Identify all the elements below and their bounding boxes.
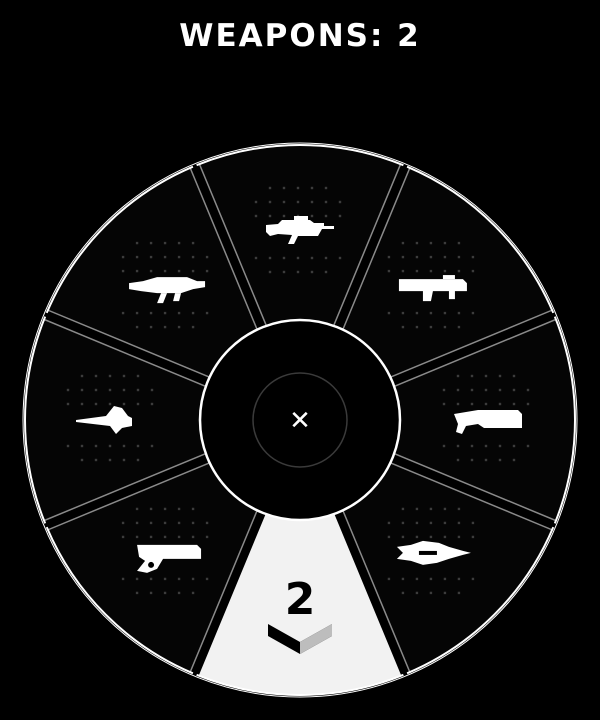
selected-slot-count: 2 bbox=[285, 574, 316, 625]
shotgun-icon bbox=[454, 410, 522, 434]
slot-dot-grid bbox=[121, 507, 209, 595]
slot-rim bbox=[406, 165, 555, 314]
slot-rim bbox=[45, 526, 194, 675]
hub-ring bbox=[252, 372, 348, 468]
weapon-slot-selected-slot[interactable] bbox=[196, 513, 404, 697]
rocket-launcher-icon-shape bbox=[442, 275, 455, 280]
assault-rifle-icon-shape bbox=[294, 216, 308, 220]
energy-sword-icon-shape bbox=[76, 406, 132, 434]
close-glyph: ✕ bbox=[289, 406, 311, 436]
chevron-rank-icon-shape bbox=[300, 624, 332, 654]
rocket-launcher-icon bbox=[398, 275, 467, 302]
slot-dot-grid bbox=[254, 186, 342, 274]
wheel-outer-ring bbox=[22, 142, 578, 698]
energy-sword-icon bbox=[76, 406, 132, 434]
plasma-pistol-icon-shape bbox=[148, 561, 155, 568]
brute-shot-icon-shape bbox=[157, 293, 182, 304]
slot-rim bbox=[553, 316, 577, 524]
chevron-rank-icon bbox=[268, 624, 332, 654]
slot-rim bbox=[24, 316, 47, 524]
shotgun-icon-shape bbox=[454, 410, 522, 434]
brute-shot-icon-shape bbox=[129, 277, 206, 294]
slot-rim bbox=[196, 673, 404, 697]
weapons-title: WEAPONS: 2 bbox=[179, 18, 421, 54]
needler-icon bbox=[396, 540, 471, 565]
rocket-launcher-icon-shape bbox=[398, 279, 467, 302]
plasma-pistol-icon bbox=[137, 544, 202, 573]
slot-rim bbox=[406, 526, 555, 675]
needler-icon-shape bbox=[418, 550, 437, 555]
close-icon[interactable]: ✕ bbox=[289, 406, 311, 436]
slot-rim bbox=[196, 143, 404, 167]
slot-dot-grid bbox=[66, 374, 154, 462]
slot-dot-grid bbox=[387, 507, 475, 595]
slot-rim bbox=[45, 165, 194, 314]
weapon-slot-rocket-launcher[interactable] bbox=[341, 165, 555, 379]
assault-rifle-icon bbox=[266, 216, 334, 244]
slot-dot-grid bbox=[387, 241, 475, 329]
wheel-hub bbox=[198, 318, 402, 522]
assault-rifle-icon-shape bbox=[266, 220, 334, 244]
brute-shot-icon bbox=[129, 277, 206, 304]
slot-dot-grid bbox=[121, 241, 209, 329]
slot-dot-grid bbox=[442, 374, 530, 462]
